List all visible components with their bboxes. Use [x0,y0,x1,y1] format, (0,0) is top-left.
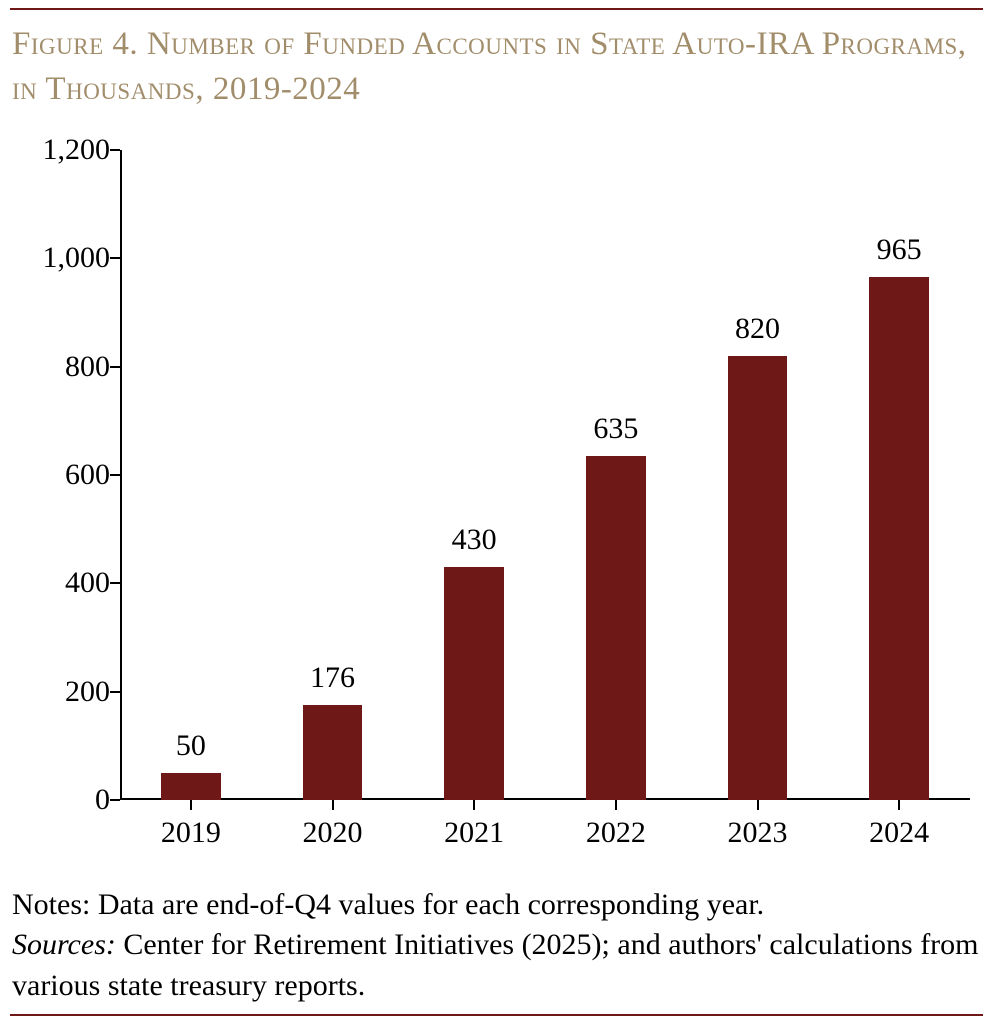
notes-text: Notes: Data are end-of-Q4 values for eac… [12,888,764,921]
bar-value-label: 820 [698,312,818,346]
bar-value-label: 965 [839,233,959,267]
bar [728,356,788,800]
sources-text: Center for Retirement Initiatives (2025)… [12,928,979,1002]
y-tick-label: 200 [10,675,110,709]
y-tick [110,582,120,584]
figure-title: Figure 4. Number of Funded Accounts in S… [12,22,981,111]
x-tick [615,800,617,810]
x-tick-label: 2024 [839,816,959,850]
y-tick-label: 600 [10,458,110,492]
y-tick-label: 800 [10,350,110,384]
y-axis [120,150,122,800]
y-tick [110,691,120,693]
y-tick-label: 1,200 [10,133,110,167]
y-tick [110,799,120,801]
bar [869,277,929,800]
top-rule [10,8,983,10]
chart-area: 50 2019 176 2020 430 2021 635 2022 820 2023 965 202… [10,140,983,860]
x-tick [332,800,334,810]
plot-region: 5020191762020430202163520228202023965202… [120,150,970,800]
y-tick-label: 400 [10,566,110,600]
x-tick-label: 2020 [273,816,393,850]
figure-notes: Notes: Data are end-of-Q4 values for eac… [12,885,981,1007]
bar-value-label: 50 [131,729,251,763]
y-tick [110,257,120,259]
x-tick-label: 2023 [698,816,818,850]
bar-value-label: 430 [414,523,534,557]
x-axis [120,798,970,800]
x-tick [190,800,192,810]
x-tick-label: 2021 [414,816,534,850]
y-tick [110,474,120,476]
x-tick-label: 2019 [131,816,251,850]
x-tick [898,800,900,810]
x-tick-label: 2022 [556,816,676,850]
bar-value-label: 635 [556,412,676,446]
y-tick [110,366,120,368]
bottom-rule [10,1014,983,1016]
bar [161,773,221,800]
y-tick [110,149,120,151]
y-tick-label: 0 [10,783,110,817]
figure-container: Figure 4. Number of Funded Accounts in S… [0,0,993,1024]
x-tick [473,800,475,810]
sources-label: Sources: [12,928,116,961]
bar [444,567,504,800]
x-tick [757,800,759,810]
bar [303,705,363,800]
bar-value-label: 176 [273,661,393,695]
bar [586,456,646,800]
y-tick-label: 1,000 [10,241,110,275]
